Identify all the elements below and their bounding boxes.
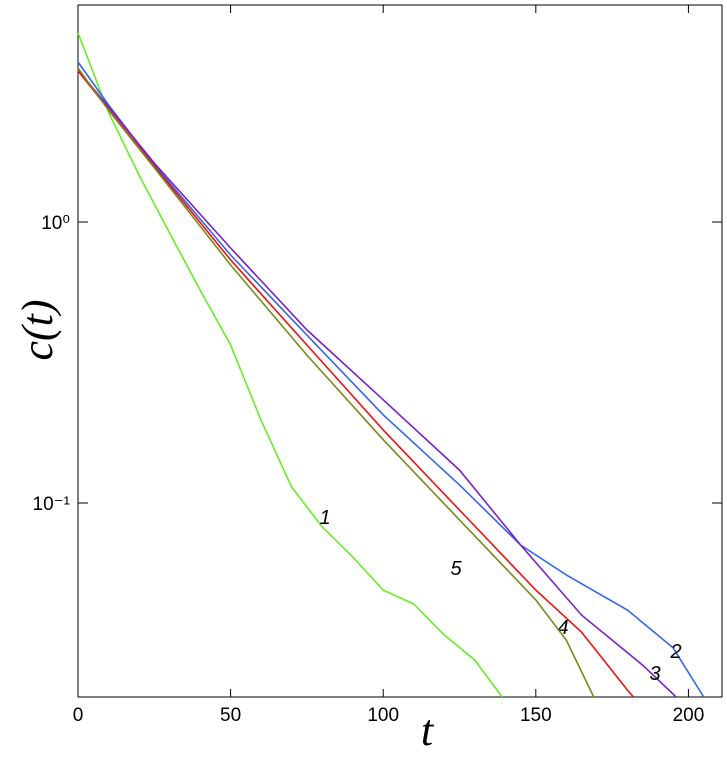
series-label: 5 — [450, 558, 462, 580]
x-tick-label: 200 — [673, 705, 705, 726]
series-line — [77, 32, 503, 698]
plot-frame — [77, 4, 723, 698]
y-axis-title: c(t) — [13, 299, 62, 360]
y-tick-label: 10⁻¹ — [33, 494, 71, 515]
x-axis-title: t — [421, 706, 435, 755]
series-line — [77, 70, 635, 698]
x-tick-label: 50 — [220, 705, 241, 726]
series-label: 4 — [557, 617, 568, 639]
series-line — [77, 67, 595, 698]
x-tick-label: 150 — [520, 705, 552, 726]
series-line — [77, 61, 705, 698]
series-label: 3 — [649, 663, 660, 685]
x-tick-label: 100 — [367, 705, 399, 726]
y-tick-label: 10⁰ — [41, 213, 70, 234]
series-label: 1 — [319, 507, 330, 529]
x-tick-label: 0 — [73, 705, 84, 726]
series-line — [77, 69, 677, 698]
series-label: 2 — [669, 641, 681, 663]
